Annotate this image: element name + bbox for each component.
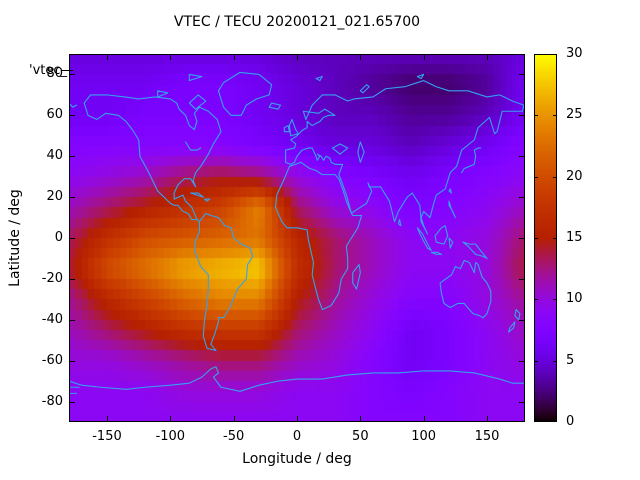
colorbar-tick-label: 20	[566, 168, 583, 184]
y-tick-label: -40	[41, 311, 63, 327]
y-tick-label: 60	[46, 107, 63, 123]
x-tick-label: -150	[92, 429, 122, 444]
tec-heatmap	[69, 54, 525, 422]
y-tick-label: 80	[46, 66, 63, 82]
x-tick-label: 0	[292, 429, 302, 444]
y-tick-label: -20	[41, 270, 63, 286]
x-axis-label: Longitude / deg	[242, 451, 352, 467]
colorbar-tick-label: 30	[566, 46, 583, 61]
x-tick-label: -100	[155, 429, 186, 444]
legend-key-label: 'vtec_	[29, 63, 68, 78]
x-tick-label: 50	[352, 429, 369, 444]
colorbar	[534, 54, 557, 422]
colorbar-tick-label: 25	[566, 107, 583, 123]
y-tick-label: -60	[41, 352, 63, 368]
y-tick-label: 0	[54, 230, 63, 245]
x-tick-label: 100	[411, 429, 437, 444]
colorbar-tick-label: 15	[566, 230, 583, 245]
x-tick-label: 150	[474, 429, 500, 444]
colorbar-tick-label: 5	[566, 352, 575, 368]
colorbar-tick-label: 0	[566, 414, 575, 429]
plot-title: VTEC / TECU 20200121_021.65700	[173, 14, 421, 30]
x-tick-label: -50	[223, 429, 245, 444]
y-axis-label: Latitude / deg	[7, 189, 23, 287]
colorbar-tick-label: 10	[566, 291, 583, 307]
y-tick-label: -80	[41, 393, 63, 409]
y-tick-label: 40	[46, 148, 63, 164]
y-tick-label: 20	[46, 189, 63, 205]
